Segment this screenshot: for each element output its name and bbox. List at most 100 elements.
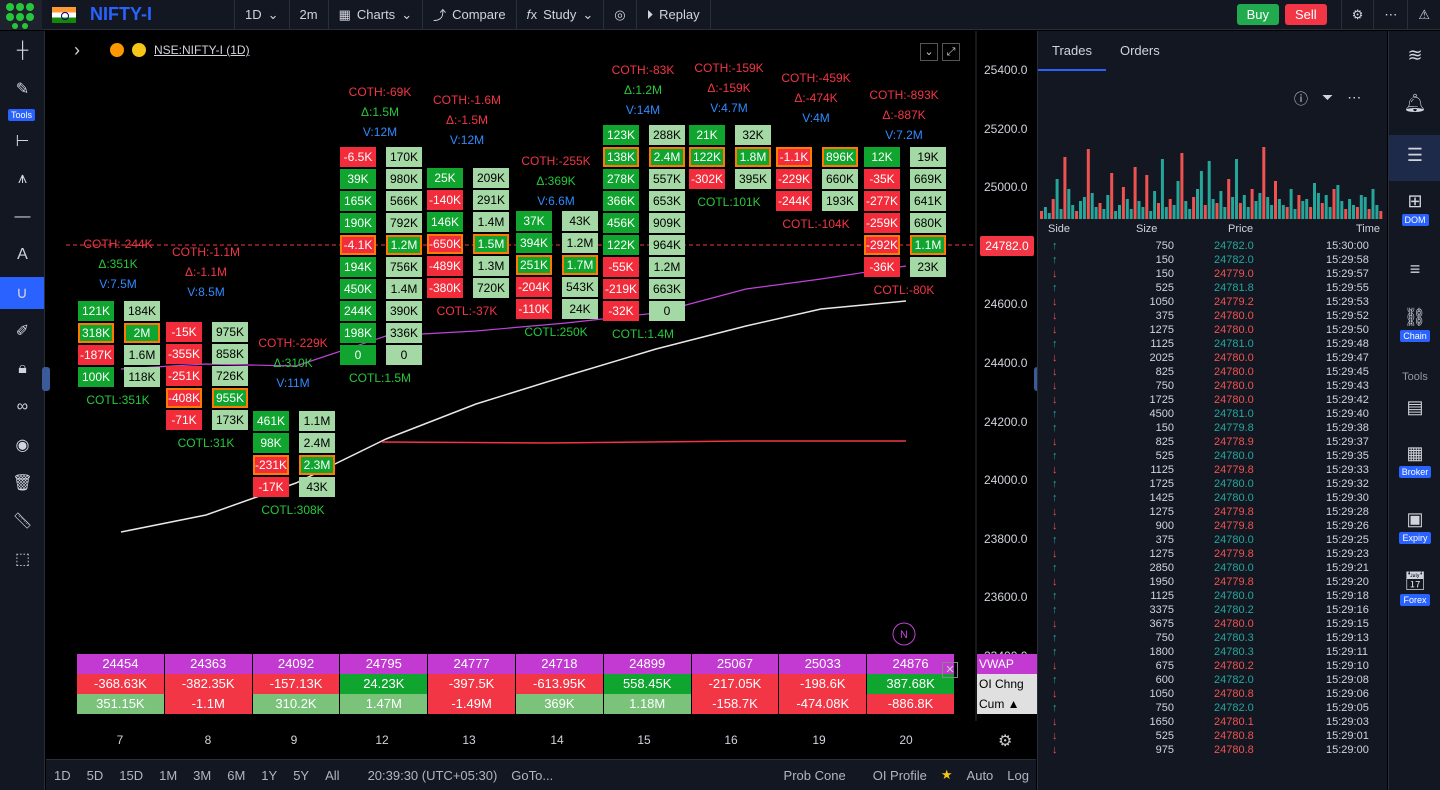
stats-table: 24454 24363 24092 24795 24777 24718 24899 25067… bbox=[77, 654, 955, 714]
trade-time: 15:29:45 bbox=[1326, 366, 1369, 378]
tab-orders[interactable]: Orders bbox=[1119, 43, 1160, 58]
visibility-tool[interactable]: ◉ bbox=[0, 429, 45, 461]
arrow-down-icon: ↓ bbox=[1052, 716, 1058, 728]
instagram-button[interactable]: ◎ bbox=[604, 0, 637, 30]
range-button[interactable]: 1M bbox=[159, 767, 178, 783]
collapse-button[interactable]: ⌄ bbox=[920, 43, 938, 61]
list-button[interactable]: ≡ bbox=[1389, 259, 1440, 280]
panels-button[interactable]: ▤ bbox=[1389, 397, 1440, 418]
symbol-name[interactable]: NIFTY-I bbox=[90, 4, 152, 24]
trade-row: ↑ 150 24779.8 15:29:38 bbox=[1038, 422, 1388, 436]
volume-bar bbox=[1277, 199, 1281, 219]
close-icon: ✕ bbox=[945, 664, 955, 676]
chart-area[interactable]: N › NSE:NIFTY-I (1D) COTH:-244K Δ:351K V:7… bbox=[42, 31, 1042, 759]
trade-price: 24781.0 bbox=[1214, 408, 1254, 420]
magnet-tool[interactable]: ∪ bbox=[0, 277, 44, 309]
star-icon[interactable]: ★ bbox=[940, 767, 953, 782]
link-tool[interactable]: ∞ bbox=[0, 391, 45, 423]
chart-settings-button[interactable]: ⚙ bbox=[998, 731, 1012, 751]
alerts-button[interactable]: 🔔︎ bbox=[1389, 93, 1440, 114]
study-button[interactable]: 𝑓x Study ⌄ bbox=[517, 0, 605, 30]
notes-button[interactable]: ☰ bbox=[1389, 135, 1440, 181]
settings-button[interactable]: ⚙ bbox=[1340, 0, 1375, 30]
range-button[interactable]: 1Y bbox=[261, 767, 278, 783]
alert-button[interactable]: ⚠ bbox=[1408, 0, 1440, 30]
footprint-delta-cell: -4.1K bbox=[340, 235, 376, 255]
trade-price: 24780.8 bbox=[1214, 744, 1254, 756]
goto-button[interactable]: GoTo... bbox=[511, 767, 554, 783]
footprint-footer-label: COTL:1.5M bbox=[348, 371, 411, 385]
volume-bar bbox=[1328, 207, 1332, 219]
footprint-footer-label: COTL:101K bbox=[697, 195, 761, 209]
range-button[interactable]: All bbox=[325, 767, 340, 783]
layers-button[interactable]: ≋ bbox=[1389, 45, 1440, 66]
trade-time: 15:29:47 bbox=[1326, 352, 1369, 364]
interval2-button[interactable]: 2m bbox=[290, 0, 329, 30]
volume-bar bbox=[1344, 209, 1348, 219]
text-tool[interactable]: A bbox=[0, 239, 45, 271]
volume-bar bbox=[1176, 181, 1180, 219]
buy-button[interactable]: Buy bbox=[1236, 4, 1279, 25]
screenshot-tool[interactable]: ⬚ bbox=[0, 543, 45, 575]
footprint-delta-cell: -140K bbox=[427, 190, 463, 210]
volume-bar bbox=[1121, 187, 1125, 219]
expiry-button[interactable]: ▣ Expiry bbox=[1389, 509, 1440, 544]
trade-price: 24780.0 bbox=[1214, 534, 1254, 546]
interval-select[interactable]: 1D ⌄ bbox=[234, 0, 290, 30]
arrow-up-icon: ↑ bbox=[1052, 674, 1058, 686]
broker-button[interactable]: ▦ Broker bbox=[1389, 443, 1440, 478]
y-tick-label: 24600.0 bbox=[984, 297, 1028, 312]
trend-tool[interactable]: ⊢ bbox=[0, 125, 45, 157]
log-button[interactable]: Log bbox=[1007, 767, 1029, 783]
oi-profile-button[interactable]: OI Profile bbox=[872, 767, 927, 783]
pen-tool[interactable]: ✎ bbox=[0, 73, 45, 105]
range-button[interactable]: 5D bbox=[86, 767, 104, 783]
left-collapse-handle[interactable] bbox=[42, 367, 50, 391]
crosshair-tool[interactable]: ┼ bbox=[0, 35, 45, 67]
more-button[interactable]: ⋯ bbox=[1374, 0, 1409, 30]
trade-row: ↓ 1275 24779.8 15:29:23 bbox=[1038, 548, 1388, 562]
brush-tool[interactable]: ✐ bbox=[0, 315, 45, 347]
trade-time: 15:29:33 bbox=[1326, 464, 1369, 476]
close-table-button[interactable]: ✕ bbox=[942, 662, 958, 678]
app-logo[interactable] bbox=[0, 0, 42, 30]
help-icon[interactable]: ⓘ bbox=[1294, 91, 1308, 107]
footprint-header-label: V:4.7M bbox=[710, 101, 748, 115]
y-tick-label: 24400.0 bbox=[984, 356, 1028, 370]
range-button[interactable]: 3M bbox=[193, 767, 212, 783]
dom-button[interactable]: ⊞ DOM bbox=[1389, 191, 1440, 226]
warning-icon: ⚠ bbox=[1418, 6, 1430, 22]
magenta-line bbox=[120, 265, 907, 370]
forex-button[interactable]: 📅︎ Forex bbox=[1389, 571, 1440, 606]
fullscreen-button[interactable]: ⤢ bbox=[942, 43, 960, 61]
tab-trades[interactable]: Trades bbox=[1038, 31, 1106, 71]
delete-tool[interactable]: 🗑︎ bbox=[0, 467, 45, 499]
symbol-title[interactable]: NSE:NIFTY-I (1D) bbox=[154, 43, 250, 57]
auto-button[interactable]: Auto bbox=[966, 767, 994, 783]
range-button[interactable]: 1D bbox=[54, 767, 71, 783]
range-button[interactable]: 6M bbox=[227, 767, 246, 783]
news-marker[interactable] bbox=[892, 622, 916, 646]
volume-bar bbox=[1352, 205, 1355, 219]
line-tool[interactable]: — bbox=[0, 201, 45, 233]
chain-button[interactable]: ⛓︎ Chain bbox=[1389, 307, 1440, 342]
more-icon[interactable]: ⋯ bbox=[1347, 89, 1362, 105]
replay-button[interactable]: ⏵ Replay bbox=[637, 0, 711, 30]
range-button[interactable]: 5Y bbox=[293, 767, 310, 783]
chevron-right-icon[interactable]: › bbox=[74, 40, 80, 60]
range-button[interactable]: 15D bbox=[119, 767, 144, 783]
trade-price: 24780.0 bbox=[1214, 478, 1254, 490]
footprint-volume-cell: 184K bbox=[124, 301, 160, 321]
trade-row: ↑ 1125 24781.0 15:29:48 bbox=[1038, 338, 1388, 352]
ruler-tool[interactable]: 📏︎ bbox=[0, 505, 45, 537]
charts-button[interactable]: ▦ Charts ⌄ bbox=[329, 0, 424, 30]
lock-tool[interactable]: 🔒︎ bbox=[0, 353, 45, 385]
prob-cone-button[interactable]: Prob Cone bbox=[783, 767, 846, 783]
compare-button[interactable]: ⤴ Compare bbox=[423, 0, 517, 30]
footprint-volume-cell: 23K bbox=[910, 257, 946, 277]
stats-cell: -613.95K bbox=[515, 674, 604, 694]
filter-icon[interactable]: ⏷ bbox=[1322, 89, 1334, 105]
sell-button[interactable]: Sell bbox=[1285, 4, 1327, 25]
dom-icon: ⊞ bbox=[1407, 191, 1423, 211]
pattern-tool[interactable]: ⩚ bbox=[0, 163, 45, 195]
